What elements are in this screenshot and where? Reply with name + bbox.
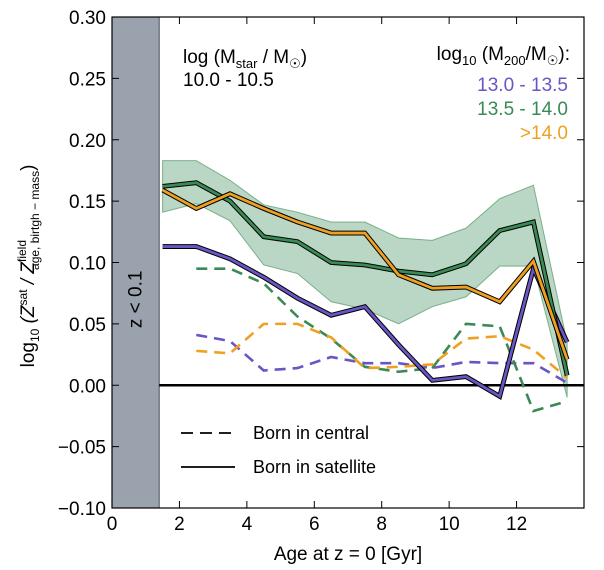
halo-legend-entry-3: >14.0 — [520, 123, 568, 144]
x-tick-label: 4 — [242, 514, 253, 535]
band-group — [162, 160, 568, 398]
stellar-mass-title-sub: star — [236, 56, 258, 71]
halo-title-sub2: 200 — [504, 53, 526, 68]
y-label-den-sup: field — [15, 240, 29, 262]
y-label-prefix-sub: 10 — [28, 328, 42, 342]
y-label-num-sup: sat — [16, 289, 30, 306]
series-3-line — [196, 333, 568, 384]
stellar-mass-title-prefix: log (M — [183, 47, 236, 68]
legend-solid-label: Born in satellite — [253, 457, 376, 477]
legend-dashed-label: Born in central — [253, 423, 369, 443]
x-tick-label: 2 — [174, 514, 185, 535]
band-series-1 — [162, 160, 568, 398]
x-tick-label: 12 — [506, 514, 527, 535]
series-2-line — [161, 188, 569, 360]
y-label-open: (Z — [18, 304, 39, 329]
y-tick-label: 0.15 — [69, 192, 106, 213]
ticks-group: 0 2 4 6 8 10 12 −0.10 −0.05 0.00 0.05 0.10 0.15 0.20 0… — [58, 8, 584, 535]
y-tick-label: 0.20 — [69, 131, 106, 152]
shaded-region-label: z < 0.1 — [126, 271, 147, 329]
y-tick-label: 0.25 — [69, 69, 106, 90]
halo-legend-entry-2: 13.5 - 14.0 — [477, 99, 568, 120]
stellar-mass-title-mid: / M — [257, 47, 289, 68]
x-tick-label: 8 — [376, 514, 387, 535]
shaded-region — [112, 17, 160, 508]
sun-symbol: ☉ — [547, 53, 559, 68]
x-tick-label: 10 — [439, 514, 460, 535]
halo-title-end: /M — [526, 44, 547, 65]
halo-title-sub1: 10 — [462, 53, 476, 68]
y-tick-label: −0.10 — [58, 499, 106, 520]
halo-legend-title: log10 (M200/M☉): — [437, 44, 570, 68]
stellar-mass-title: log (Mstar / M☉) — [183, 47, 307, 71]
series-group — [161, 180, 570, 413]
y-tick-label: 0.05 — [69, 315, 106, 336]
series-4-line — [196, 267, 568, 413]
halo-title-prefix: log — [437, 44, 462, 65]
shaded-region-group — [112, 17, 160, 508]
series-1-line — [162, 181, 569, 376]
x-tick-label: 6 — [309, 514, 320, 535]
y-label-slash: / Z — [18, 261, 39, 290]
stellar-mass-title-end: ) — [301, 47, 307, 68]
y-tick-label: 0.30 — [69, 8, 106, 29]
y-label-close: ) — [18, 165, 39, 171]
halo-title-mid: (M — [476, 44, 503, 65]
y-axis-label: log10 (Zsat / Zfieldage, birtgh − mass) — [15, 165, 42, 368]
y-tick-label: 0.10 — [69, 254, 106, 275]
y-tick-label: −0.05 — [58, 438, 106, 459]
x-axis-label: Age at z = 0 [Gyr] — [274, 544, 422, 565]
y-label-den-sub: age, birtgh − mass — [28, 171, 42, 270]
y-tick-label: 0.00 — [69, 376, 106, 397]
halo-title-tail: ): — [558, 44, 570, 65]
series-0-line — [162, 245, 569, 399]
stellar-mass-range: 10.0 - 10.5 — [183, 70, 274, 91]
halo-legend-entry-1: 13.0 - 13.5 — [477, 75, 568, 96]
x-tick-label: 0 — [107, 514, 118, 535]
sun-symbol: ☉ — [289, 56, 301, 71]
y-label-prefix: log — [18, 342, 39, 367]
series-5-line — [196, 322, 568, 379]
